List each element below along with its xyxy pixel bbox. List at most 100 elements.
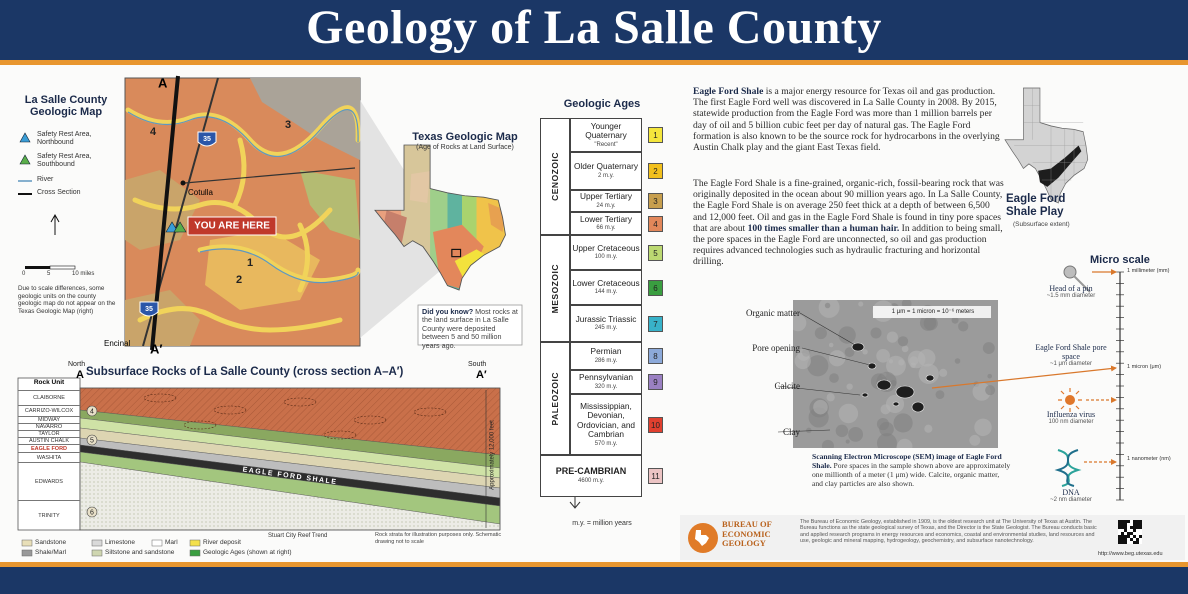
legend-label: River	[37, 176, 54, 183]
sem-grain	[876, 348, 890, 363]
micro-item: Eagle Ford Shale pore space ~1 μm diamete…	[1030, 343, 1112, 367]
footer-url: http://www.beg.utexas.edu	[1098, 551, 1163, 557]
sem-grain	[910, 362, 916, 369]
reef-lens	[183, 420, 217, 430]
sem-grain	[901, 345, 909, 353]
layer-number: 4	[90, 408, 94, 415]
sem-grain	[838, 403, 859, 424]
period-swatch: 11	[648, 468, 663, 484]
qr-cell	[1121, 538, 1124, 541]
sem-grain	[919, 314, 937, 331]
period-cell: Older Quaternary 2 m.y.	[570, 152, 642, 190]
qr-cell	[1121, 526, 1124, 529]
text-run: Eagle Ford Shale	[693, 86, 764, 97]
qr-cell	[1130, 526, 1133, 529]
map-unit-number: 1	[247, 257, 253, 269]
reef-lens	[413, 407, 447, 417]
sem-grain	[845, 439, 850, 444]
legend-label: Marl	[165, 539, 178, 546]
period-name: Upper Cretaceous	[572, 242, 640, 253]
period-swatch: 9	[648, 374, 663, 390]
reef-lens	[323, 430, 357, 440]
texas-map-title: Texas Geologic Map	[412, 131, 518, 143]
qr-cell	[1124, 526, 1127, 529]
qr-cell	[1133, 526, 1136, 529]
town-label: Encinal	[104, 339, 130, 348]
qr-cell	[1130, 532, 1133, 535]
section-end: A′	[150, 341, 163, 356]
rock-unit: MIDWAY	[18, 416, 80, 423]
qr-cell	[1118, 541, 1121, 544]
footer-blurb: The Bureau of Economic Geology, establis…	[800, 519, 1097, 545]
legend-swatch	[21, 539, 33, 547]
text-run: The Eagle Ford Shale is a fine-grained, …	[693, 178, 1004, 234]
paragraph: The Eagle Ford Shale is a fine-grained, …	[693, 178, 1005, 268]
period-swatch: 2	[648, 163, 663, 179]
south-label: South	[468, 361, 487, 368]
sem-pore	[867, 362, 877, 370]
sem-grain	[897, 438, 913, 448]
org-line: ECONOMIC	[722, 528, 771, 539]
sem-grain	[893, 413, 913, 433]
sem-label: Clay	[783, 427, 800, 437]
qr-cell	[1133, 523, 1136, 526]
strata-dots	[80, 462, 500, 530]
depth-label: Approximately 12,000 feet	[490, 420, 496, 490]
page-title: Geology of La Salle County	[306, 1, 882, 54]
legend-label: River deposit	[203, 539, 241, 546]
qr-cell	[1124, 535, 1127, 538]
sem-grain	[844, 347, 855, 358]
qr-cell	[1136, 541, 1139, 544]
layer-marker	[86, 405, 98, 417]
ruler-label: 1 nanometer (nm)	[1127, 456, 1171, 462]
strata-hatch	[80, 388, 500, 455]
micro-item: DNA ~2 nm diameter	[1030, 488, 1112, 503]
legend-label: Safety Rest Area, Northbound	[37, 131, 92, 146]
legend-label: Shale/Marl	[35, 549, 67, 556]
bottom-stripe	[0, 562, 1188, 567]
period-end: 2 m.y.	[598, 172, 614, 179]
reef-lens	[353, 415, 387, 425]
period-name: PRE-CAMBRIAN	[555, 466, 627, 477]
sem-grain	[886, 355, 906, 376]
top-stripe	[0, 60, 1188, 65]
micro-item-name: Head of a pin	[1049, 284, 1093, 293]
sem-grain	[858, 301, 864, 307]
era-name: PALEOZOIC	[550, 371, 560, 426]
eagle-ford-play-map	[1004, 87, 1089, 204]
micro-item: Influenza virus 100 nm diameter	[1030, 410, 1112, 425]
qr-cell	[1124, 523, 1127, 526]
period-name: Upper Tertiary	[580, 191, 632, 202]
sem-grain	[958, 321, 969, 332]
period-cell: Lower Cretaceous 144 m.y.	[570, 270, 642, 305]
qr-cell	[1118, 520, 1121, 523]
legend-label: Sandstone	[35, 539, 67, 546]
period-end: 66 m.y.	[596, 225, 616, 232]
legend-swatch	[91, 549, 103, 557]
qr-cell	[1139, 520, 1142, 523]
sem-grain	[806, 427, 812, 434]
cross-note: Rock strata for illustration purposes on…	[375, 532, 502, 545]
sem-pore	[925, 374, 935, 382]
period-name: Jurassic Triassic	[575, 313, 637, 324]
sem-label: Calcite	[774, 381, 801, 391]
rock-unit: TAYLOR	[18, 430, 80, 437]
highway-shield: 35	[145, 306, 153, 313]
rock-unit: EAGLE FORD	[18, 444, 80, 452]
micro-item-name: Eagle Ford Shale pore space	[1035, 343, 1107, 361]
period-name: Older Quaternary	[573, 161, 639, 172]
sem-grain	[824, 302, 831, 309]
period-name: Younger Quaternary	[585, 120, 627, 140]
sem-grain	[987, 373, 993, 379]
rock-unit-header: Rock Unit	[33, 379, 65, 386]
top-banner	[0, 0, 1188, 60]
sem-grain	[969, 434, 981, 446]
sem-grain	[982, 342, 995, 355]
texas-map-subtitle: (Age of Rocks at Land Surface)	[416, 144, 514, 151]
ruler-label: 1 micron (μm)	[1127, 364, 1162, 370]
period-cell: Lower Tertiary 66 m.y.	[570, 212, 642, 235]
text-run: Most rocks at the land surface in La Sal…	[422, 307, 518, 350]
qr-cell	[1118, 538, 1121, 541]
sem-grain	[826, 393, 835, 402]
legend-icons	[18, 132, 76, 270]
